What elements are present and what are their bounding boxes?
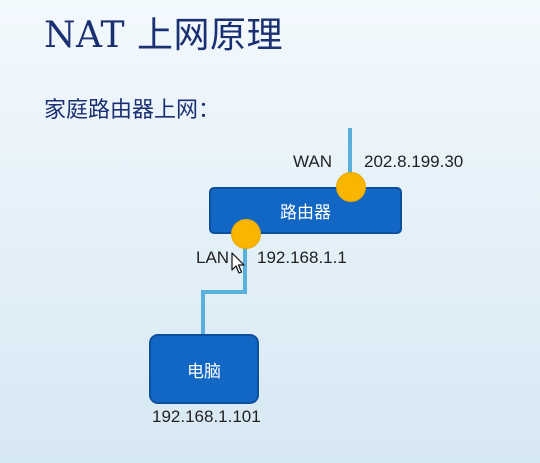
pc-box: 电脑 — [149, 334, 259, 404]
wan-ip: 202.8.199.30 — [364, 152, 464, 171]
subtitle: 家庭路由器上网： — [44, 98, 221, 123]
lan-ip: 192.168.1.1 — [257, 248, 347, 267]
lan-label: LAN — [196, 248, 230, 267]
router-label: 路由器 — [280, 203, 331, 223]
wan-label: WAN — [293, 152, 333, 171]
lan-to-pc-wire — [201, 232, 247, 334]
wan-port-dot — [336, 172, 366, 202]
lan-port-dot — [231, 219, 261, 249]
pointer-arrow-icon — [231, 252, 245, 274]
pc-label: 电脑 — [187, 361, 221, 382]
page-title: NAT 上网原理 — [44, 15, 283, 56]
pc-ip: 192.168.1.101 — [152, 407, 261, 426]
